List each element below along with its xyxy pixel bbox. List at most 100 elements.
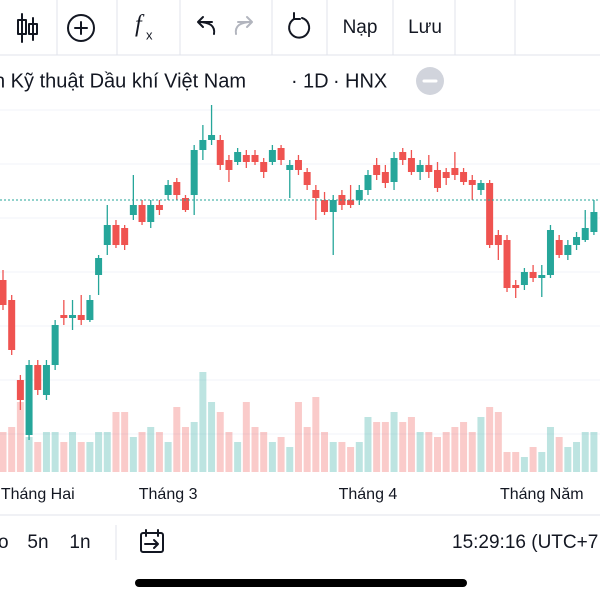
add-indicator-icon[interactable] [67,14,95,42]
candle-body [494,235,502,245]
candle-body [129,205,137,215]
volume-bar [468,432,476,472]
candle-body [451,168,459,175]
candle-body [538,275,546,278]
candle-body [468,180,476,185]
volume-bar [234,442,242,472]
volume-bar [355,442,363,472]
volume-bar [338,442,346,472]
volume-bar [199,372,207,472]
volume-bar [16,402,24,472]
candle-body [381,172,389,183]
candle-body [51,325,59,365]
volume-bar [520,457,528,472]
candle-body [312,190,320,198]
candle-body [268,150,276,162]
volume-bar [512,452,520,472]
fx-glyph: x [146,27,153,42]
candle-body [208,135,216,140]
volume-bar [538,452,546,472]
volume-bar [242,402,250,472]
volume-bar [8,427,16,472]
plot: Tháng Hai Tháng 3 Tháng 4 Tháng Năm [0,105,600,503]
volume-bar [407,417,415,472]
candle-body [95,258,103,275]
volume-bar [25,437,33,472]
volume-bar [138,432,146,472]
volume-bar [155,432,163,472]
volume-bar [251,427,259,472]
volume-bar [225,432,233,472]
separator-dot: · [333,70,340,92]
volume-bar [286,447,294,472]
candle-body [347,200,355,205]
interval: 1D [303,70,329,92]
candle-body [69,315,77,318]
candle-body [364,175,372,190]
candle-body [42,365,50,395]
undo-icon[interactable] [197,16,216,35]
fx-icon[interactable]: f x [135,12,153,43]
range-button[interactable]: 1n [69,532,90,553]
candle-body [564,245,572,255]
candle-body [503,240,511,288]
volume-bar [51,432,59,472]
range-button[interactable]: 5n [27,532,48,553]
candle-body [486,183,494,245]
redo-icon[interactable] [234,16,253,35]
candle-body [277,148,285,160]
volume-bar [321,432,329,472]
candle-body [434,170,441,188]
volume-bar [303,427,311,472]
candle-body [329,200,337,212]
footer: o 5n 1n 15:29:16 (UTC+7 [0,525,598,560]
save-button[interactable]: Lưu [408,17,442,38]
candle-body [294,160,302,170]
candles-icon[interactable] [17,13,38,43]
candle-body [147,205,155,222]
volume-bar [364,417,372,472]
candle-body [199,140,207,150]
volume-bar [0,432,7,472]
volume-bar [86,442,94,472]
candle-body [121,228,129,245]
volume-bar [121,412,129,472]
candle-body [164,185,172,195]
reload-icon[interactable] [288,12,311,39]
exchange: HNX [345,70,387,92]
candle-body [25,365,33,435]
candle-body [216,140,224,165]
candle-body [86,300,94,320]
volume-bar [381,422,389,472]
volume-bar [129,437,137,472]
candle-body [286,165,294,170]
x-tick-label: Tháng Năm [500,486,584,503]
candle-body [355,190,363,200]
volume-bar [103,432,111,472]
candle-body [16,380,24,400]
candle-body [77,315,85,320]
candle-body [173,182,181,195]
x-tick-label: Tháng 3 [139,486,198,503]
candle-body [390,158,398,182]
range-button[interactable]: o [0,532,9,553]
volume-bar [451,427,459,472]
volume-bar [494,412,502,472]
volume-bar [42,432,50,472]
home-indicator [135,579,467,587]
candle-body [373,165,381,175]
volume-bar [546,427,554,472]
volume-bar [294,402,302,472]
volume-bar [277,437,285,472]
candle-body [442,172,450,178]
volume-bar [77,442,85,472]
volume-bar [60,442,68,472]
volume-bar [555,437,563,472]
volume-bar [442,432,450,472]
candle-body [573,237,581,245]
load-button[interactable]: Nạp [343,17,378,38]
goto-date-icon[interactable] [140,529,164,553]
fx-glyph: f [135,12,145,38]
candle-body [34,365,42,390]
volume-bar [581,432,589,472]
